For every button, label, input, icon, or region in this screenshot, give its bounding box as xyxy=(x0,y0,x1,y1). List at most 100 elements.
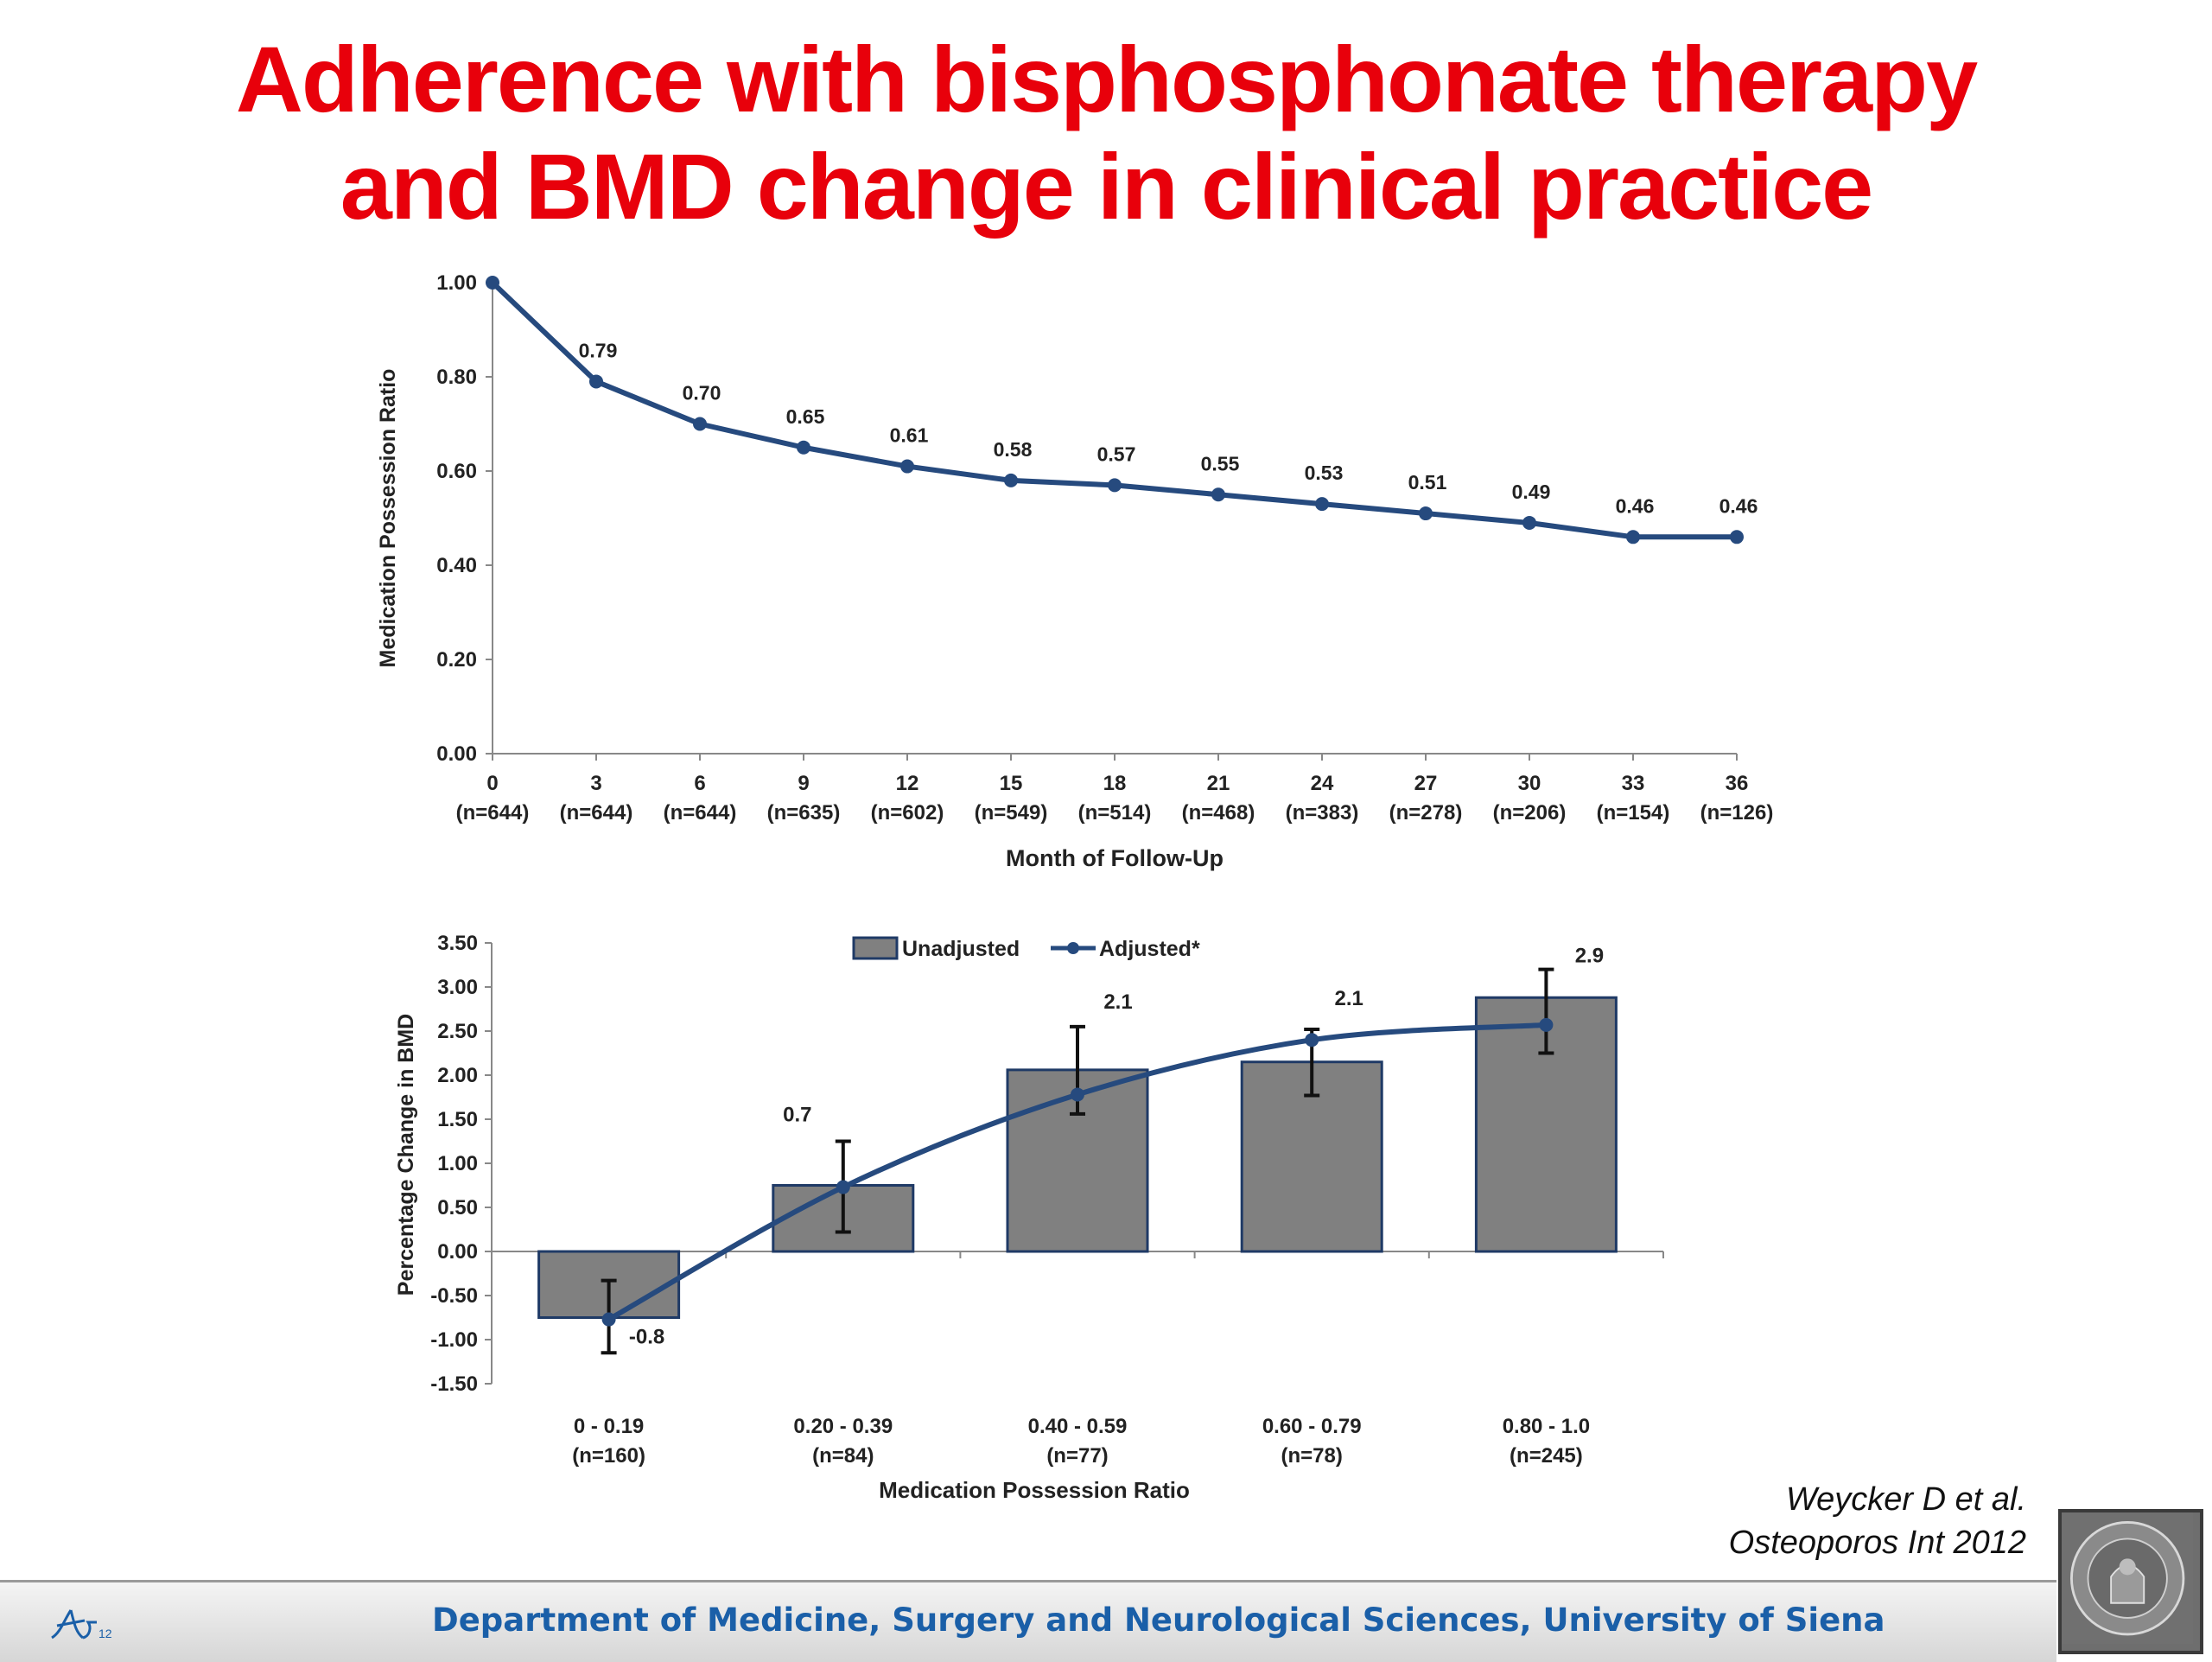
slide-title: Adherence with bisphosphonate therapy an… xyxy=(0,26,2212,240)
data-label: 0.7 xyxy=(783,1104,811,1127)
data-label: 0.46 xyxy=(1616,494,1655,517)
x-tick-label: 30 xyxy=(1518,772,1541,795)
x-tick-sublabel: (n=602) xyxy=(871,801,944,825)
category-sublabel: (n=245) xyxy=(1510,1444,1583,1468)
y-tick-label: 0.20 xyxy=(436,648,477,672)
x-tick-sublabel: (n=635) xyxy=(767,801,841,825)
x-tick-label: 12 xyxy=(896,772,919,795)
title-line-1: Adherence with bisphosphonate therapy xyxy=(235,27,1978,131)
y-tick-label: 0.00 xyxy=(436,742,477,766)
legend-label-adjusted: Adjusted* xyxy=(1099,937,1200,961)
data-point xyxy=(1315,497,1329,512)
data-label: 0.57 xyxy=(1097,443,1136,465)
data-point xyxy=(589,374,603,389)
citation-journal: Osteoporos Int 2012 xyxy=(1728,1525,2026,1561)
x-tick-sublabel: (n=278) xyxy=(1389,801,1463,825)
data-label: 0.46 xyxy=(1719,494,1758,517)
data-point xyxy=(900,459,914,474)
citation-authors: Weycker D et al. xyxy=(1785,1481,2026,1518)
mpr-line-chart: 0.00 0.20 0.40 0.60 0.80 1.00 0 (n=644) 3 (n=644)… xyxy=(376,271,1774,871)
y-tick-label: 3.00 xyxy=(437,976,478,999)
y-tick-label: 0.40 xyxy=(436,554,477,577)
y-tick-label: -0.50 xyxy=(430,1284,478,1308)
data-point xyxy=(1419,506,1433,521)
data-label: 2.9 xyxy=(1575,945,1604,968)
y-tick-label: 1.00 xyxy=(437,1152,478,1175)
adjusted-point xyxy=(1071,1087,1084,1102)
footer-bar: 12 Department of Medicine, Surgery and N… xyxy=(0,1580,2056,1662)
x-tick-label: 0 xyxy=(486,772,498,795)
y-tick-label: -1.50 xyxy=(430,1372,478,1396)
x-tick-sublabel: (n=514) xyxy=(1078,801,1152,825)
data-point xyxy=(1522,515,1536,530)
data-point xyxy=(1730,530,1744,544)
adjusted-point xyxy=(601,1312,616,1327)
title-line-2: and BMD change in clinical practice xyxy=(340,134,1874,239)
x-tick-sublabel: (n=644) xyxy=(560,801,633,825)
x-tick-label: 21 xyxy=(1207,772,1230,795)
x-tick-sublabel: (n=644) xyxy=(456,801,530,825)
data-point xyxy=(693,417,707,431)
x-tick-sublabel: (n=383) xyxy=(1286,801,1359,825)
x-tick-label: 27 xyxy=(1414,772,1438,795)
category-sublabel: (n=160) xyxy=(572,1444,645,1468)
y-tick-label: 0.50 xyxy=(437,1196,478,1219)
x-tick-label: 36 xyxy=(1726,772,1749,795)
x-tick-sublabel: (n=126) xyxy=(1700,801,1774,825)
university-seal-icon xyxy=(2058,1509,2203,1654)
data-point xyxy=(1108,478,1122,493)
x-tick-sublabel: (n=468) xyxy=(1182,801,1255,825)
y-tick-label: -1.00 xyxy=(430,1328,478,1352)
data-label: 2.1 xyxy=(1335,987,1363,1010)
y-tick-label: 0.00 xyxy=(437,1240,478,1264)
data-point xyxy=(797,440,810,455)
adjusted-point xyxy=(1305,1033,1319,1048)
data-label: 0.79 xyxy=(579,339,618,361)
y-tick-label: 2.50 xyxy=(437,1020,478,1043)
x-tick-label: 33 xyxy=(1622,772,1645,795)
y-tick-label: 1.50 xyxy=(437,1108,478,1131)
legend-marker-adjusted xyxy=(1067,942,1079,954)
y-tick-label: 2.00 xyxy=(437,1064,478,1087)
x-tick-label: 15 xyxy=(1000,772,1023,795)
category-sublabel: (n=78) xyxy=(1281,1444,1343,1468)
x-tick-label: 9 xyxy=(798,772,809,795)
category-sublabel: (n=84) xyxy=(812,1444,874,1468)
data-label: 0.51 xyxy=(1408,471,1447,494)
x-axis-title: Medication Possession Ratio xyxy=(879,1477,1190,1503)
data-label: 0.49 xyxy=(1512,481,1551,503)
x-tick-sublabel: (n=154) xyxy=(1597,801,1670,825)
y-tick-label: 1.00 xyxy=(436,271,477,295)
department-logo-icon: 12 xyxy=(51,1609,112,1640)
data-label: -0.8 xyxy=(629,1326,664,1349)
y-tick-label: 3.50 xyxy=(437,932,478,955)
bmd-bar-chart: -1.50 -1.00 -0.50 0.00 0.50 1.00 1.50 2.00 2.50 3… xyxy=(394,932,1664,1503)
x-tick-label: 18 xyxy=(1103,772,1127,795)
category-label: 0.80 - 1.0 xyxy=(1503,1415,1590,1438)
adjusted-point xyxy=(1539,1017,1554,1032)
legend-swatch-unadjusted xyxy=(852,936,899,960)
data-point xyxy=(486,276,499,290)
citation: Weycker D et al. Osteoporos Int 2012 xyxy=(1729,1478,2026,1564)
x-tick-label: 6 xyxy=(694,772,705,795)
data-label: 2.1 xyxy=(1103,990,1132,1014)
x-tick-label: 24 xyxy=(1311,772,1334,795)
x-tick-label: 3 xyxy=(590,772,601,795)
x-tick-sublabel: (n=206) xyxy=(1493,801,1567,825)
data-label: 0.70 xyxy=(683,382,721,404)
category-sublabel: (n=77) xyxy=(1046,1444,1108,1468)
adjusted-point xyxy=(836,1180,850,1194)
y-axis-title: Medication Possession Ratio xyxy=(376,369,400,668)
y-tick-label: 0.80 xyxy=(436,366,477,389)
category-label: 0 - 0.19 xyxy=(574,1415,644,1438)
y-tick-label: 0.60 xyxy=(436,460,477,483)
data-label: 0.61 xyxy=(890,424,929,447)
data-label: 0.53 xyxy=(1305,462,1344,484)
x-tick-sublabel: (n=644) xyxy=(664,801,737,825)
x-axis-title: Month of Follow-Up xyxy=(1006,845,1224,871)
footer-department: Department of Medicine, Surgery and Neur… xyxy=(432,1602,1885,1639)
data-point xyxy=(1626,530,1640,544)
category-label: 0.40 - 0.59 xyxy=(1028,1415,1128,1438)
data-label: 0.58 xyxy=(994,438,1033,461)
data-label: 0.55 xyxy=(1201,452,1240,474)
